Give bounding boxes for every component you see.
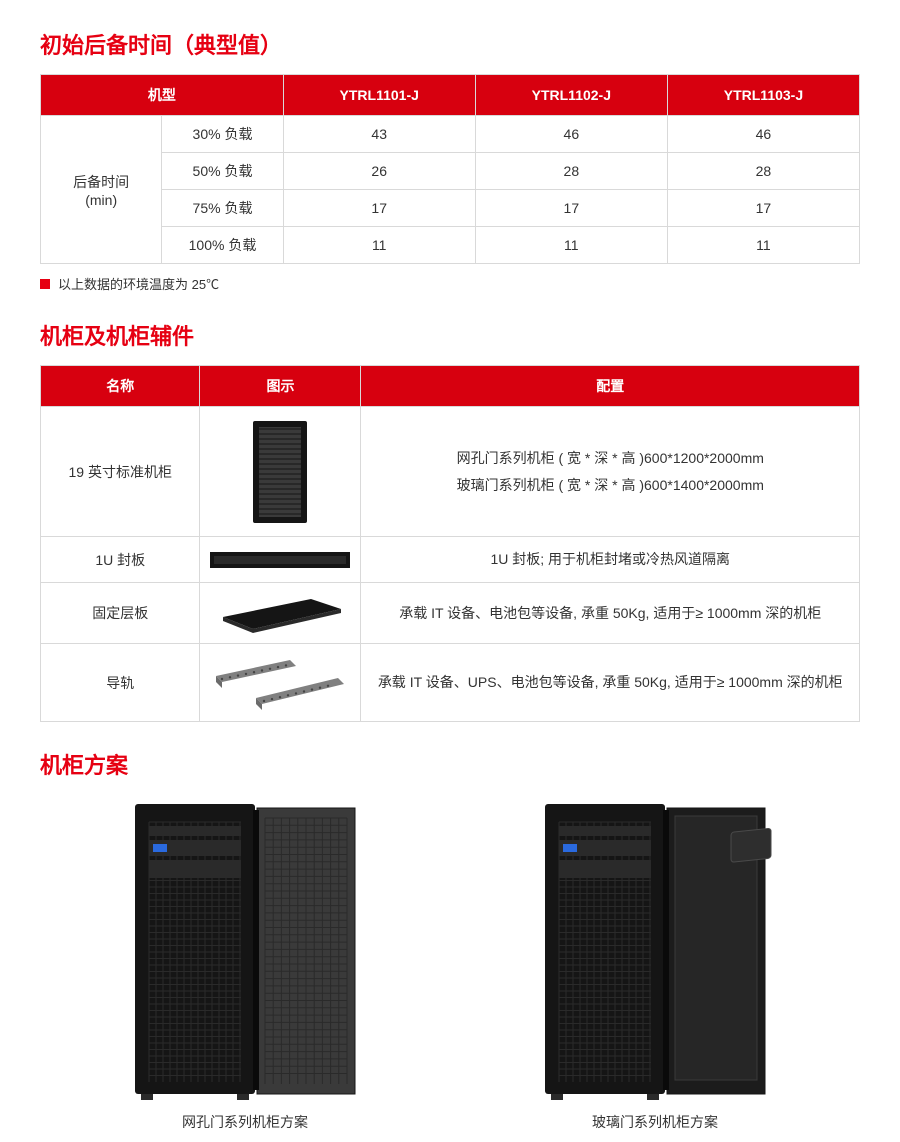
cabinet-item: 玻璃门系列机柜方案 [525,794,785,1132]
acc-th: 图示 [200,366,361,407]
load-cell: 30% 负载 [162,116,283,153]
acc-th: 配置 [361,366,860,407]
value-cell: 46 [667,116,859,153]
footnote-text: 以上数据的环境温度为 25℃ [58,274,219,293]
section2-title: 机柜及机柜辅件 [40,319,860,351]
acc-image-cell [200,407,361,537]
backup-time-table: 机型YTRL1101-JYTRL1102-JYTRL1103-J 后备时间(mi… [40,74,860,264]
section1-title: 初始后备时间（典型值） [40,28,860,60]
acc-image-cell [200,644,361,722]
spec-th: YTRL1103-J [667,75,859,116]
acc-config-cell: 网孔门系列机柜 ( 宽 * 深 * 高 )600*1200*2000mm玻璃门系… [361,407,860,537]
cabinet-item: 网孔门系列机柜方案 [115,794,375,1132]
acc-th: 名称 [41,366,200,407]
acc-config-cell: 承载 IT 设备、电池包等设备, 承重 50Kg, 适用于≥ 1000mm 深的… [361,583,860,644]
table1-footnote: 以上数据的环境温度为 25℃ [40,274,860,293]
section3-title: 机柜方案 [40,748,860,780]
value-cell: 28 [475,153,667,190]
cabinet-caption: 网孔门系列机柜方案 [115,1112,375,1132]
value-cell: 17 [283,190,475,227]
value-cell: 43 [283,116,475,153]
value-cell: 11 [475,227,667,264]
acc-name-cell: 19 英寸标准机柜 [41,407,200,537]
value-cell: 17 [667,190,859,227]
load-cell: 50% 负载 [162,153,283,190]
spec-th: YTRL1101-J [283,75,475,116]
acc-name-cell: 1U 封板 [41,537,200,583]
spec-th: YTRL1102-J [475,75,667,116]
cabinet-caption: 玻璃门系列机柜方案 [525,1112,785,1132]
acc-config-cell: 承载 IT 设备、UPS、电池包等设备, 承重 50Kg, 适用于≥ 1000m… [361,644,860,722]
acc-image-cell [200,583,361,644]
load-cell: 75% 负载 [162,190,283,227]
value-cell: 28 [667,153,859,190]
acc-name-cell: 导轨 [41,644,200,722]
load-cell: 100% 负载 [162,227,283,264]
acc-image-cell [200,537,361,583]
value-cell: 11 [283,227,475,264]
cabinet-solution-row: 网孔门系列机柜方案 玻璃门系列机柜方案 [40,794,860,1132]
acc-config-cell: 1U 封板; 用于机柜封堵或冷热风道隔离 [361,537,860,583]
accessories-table: 名称图示配置 19 英寸标准机柜 网孔门系列机柜 ( 宽 * 深 * 高 )60… [40,365,860,722]
rowgroup-label: 后备时间(min) [41,116,162,264]
spec-th: 机型 [41,75,284,116]
square-bullet-icon [40,279,50,289]
value-cell: 26 [283,153,475,190]
value-cell: 17 [475,190,667,227]
acc-name-cell: 固定层板 [41,583,200,644]
value-cell: 46 [475,116,667,153]
value-cell: 11 [667,227,859,264]
